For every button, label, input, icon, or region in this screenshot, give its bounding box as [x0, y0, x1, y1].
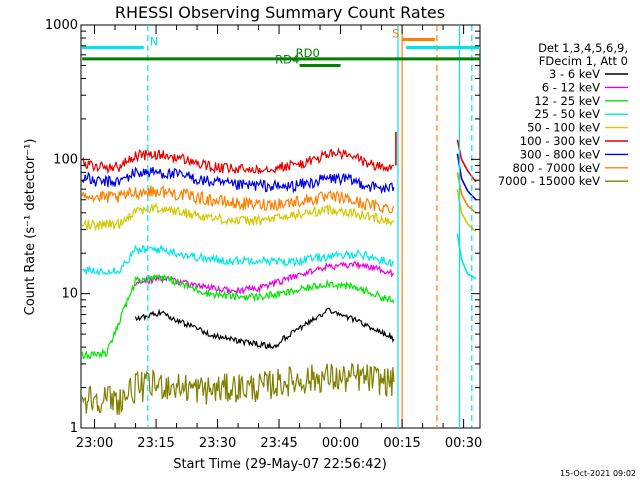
- series-line: [81, 244, 395, 276]
- x-tick-label: 00:30: [445, 436, 482, 451]
- series-line: [81, 202, 395, 232]
- y-tick-label: 1: [70, 421, 78, 436]
- legend-entry-label: 300 - 800 keV: [520, 147, 600, 161]
- chart-title: RHESSI Observing Summary Count Rates: [115, 3, 445, 22]
- annotation-label: S: [392, 26, 399, 40]
- series-line: [81, 166, 395, 195]
- annotation-label: RD0: [296, 46, 320, 60]
- y-tick-label: 100: [53, 152, 78, 167]
- series-line: [81, 273, 395, 360]
- y-axis-label: Count Rate (s⁻¹ detector⁻¹): [23, 139, 38, 316]
- legend-entry-label: 3 - 6 keV: [549, 67, 600, 81]
- x-axis-label: Start Time (29-May-07 22:56:42): [173, 457, 387, 472]
- x-tick-label: 23:00: [76, 436, 113, 451]
- axis-layer: 1 10 100 1000 23:00 23:15 23:30 23:45 00:00 00:15…: [45, 18, 482, 451]
- y-tick-label: 1000: [45, 18, 78, 33]
- legend-entry-label: 12 - 25 keV: [534, 94, 600, 108]
- series-line: [81, 147, 394, 175]
- annotation-label: N: [150, 34, 159, 48]
- legend-entry-label: 25 - 50 keV: [534, 107, 600, 121]
- legend-entry-label: 7000 - 15000 keV: [498, 174, 600, 188]
- legend: Det 1,3,4,5,6,9,FDecim 1, Att 03 - 6 keV…: [498, 41, 628, 188]
- series-line: [134, 307, 395, 350]
- timestamp: 15-Oct-2021 09:02: [560, 469, 636, 478]
- legend-header-line: Det 1,3,4,5,6,9,: [538, 41, 628, 55]
- legend-entry-label: 50 - 100 keV: [527, 121, 600, 135]
- x-tick-label: 23:15: [137, 436, 174, 451]
- x-tick-label: 23:45: [260, 436, 297, 451]
- series-line: [81, 184, 395, 214]
- series-tail-line: [456, 139, 477, 183]
- legend-entry-label: 800 - 7000 keV: [512, 161, 600, 175]
- y-tick-label: 10: [61, 287, 78, 302]
- plot-area: [80, 24, 481, 429]
- plot-frame: [80, 24, 481, 429]
- legend-header-line: FDecim 1, Att 0: [539, 54, 628, 68]
- x-tick-label: 00:15: [383, 436, 420, 451]
- annotation-label: RD4: [275, 52, 299, 66]
- series-line: [81, 362, 395, 415]
- series-line: [134, 260, 395, 296]
- x-tick-label: 00:00: [322, 436, 359, 451]
- series-layer: [81, 131, 477, 415]
- legend-entry-label: 100 - 300 keV: [520, 134, 600, 148]
- x-tick-label: 23:30: [199, 436, 236, 451]
- legend-entry-label: 6 - 12 keV: [542, 80, 600, 94]
- series-tail-line: [456, 233, 477, 280]
